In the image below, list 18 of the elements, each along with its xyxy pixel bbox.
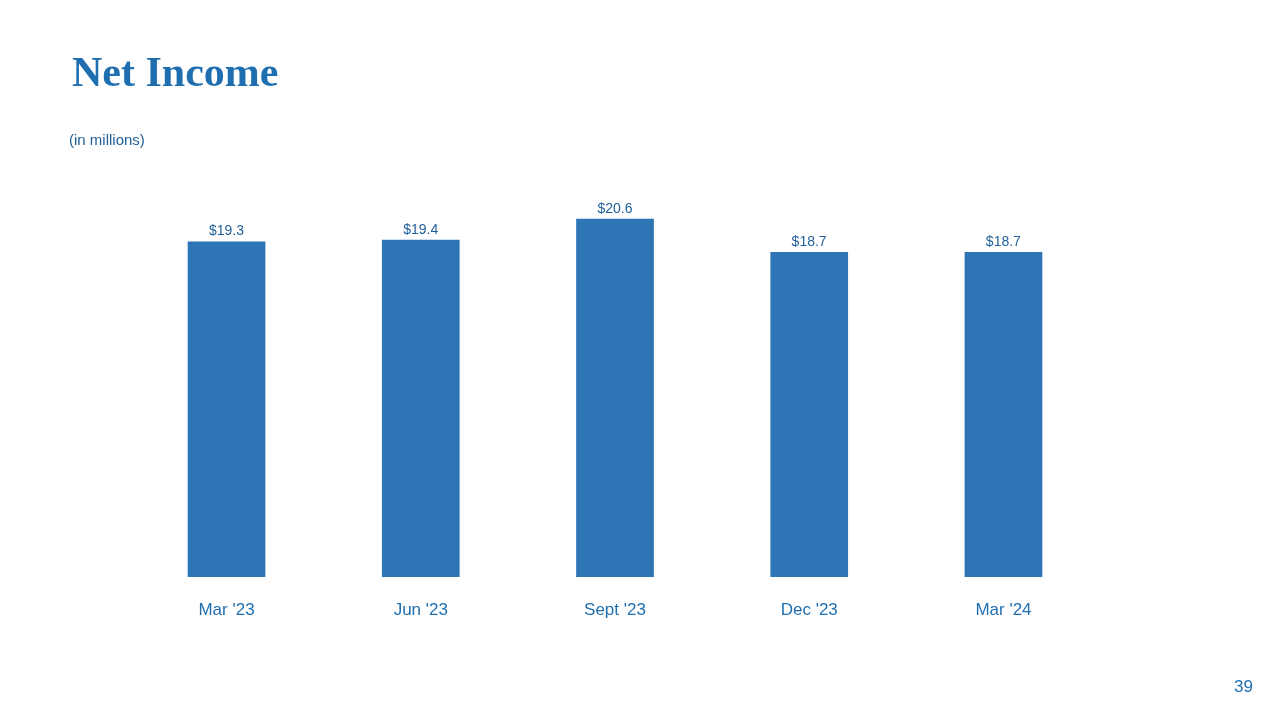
data-label: $18.7: [985, 232, 1022, 249]
data-label: $19.4: [403, 220, 439, 237]
data-label: $18.7: [791, 232, 827, 249]
bar: [381, 239, 460, 577]
bar: [576, 218, 654, 577]
bar: [187, 241, 266, 577]
data-label: $20.6: [597, 199, 633, 216]
bar: [770, 251, 849, 577]
text: 39: [1234, 677, 1253, 696]
x-tick-label: Jun '23: [393, 600, 448, 619]
data-label: $19.3: [208, 222, 245, 239]
x-tick-label: Dec '23: [780, 600, 838, 619]
x-tick-label: Mar '23: [198, 600, 255, 619]
chart-subtitle: (in millions): [69, 131, 145, 148]
chart-title: Net Income: [72, 49, 279, 95]
x-tick-label: Mar '24: [975, 600, 1032, 619]
x-tick-label: Sept '23: [584, 600, 646, 619]
bar: [964, 251, 1043, 577]
